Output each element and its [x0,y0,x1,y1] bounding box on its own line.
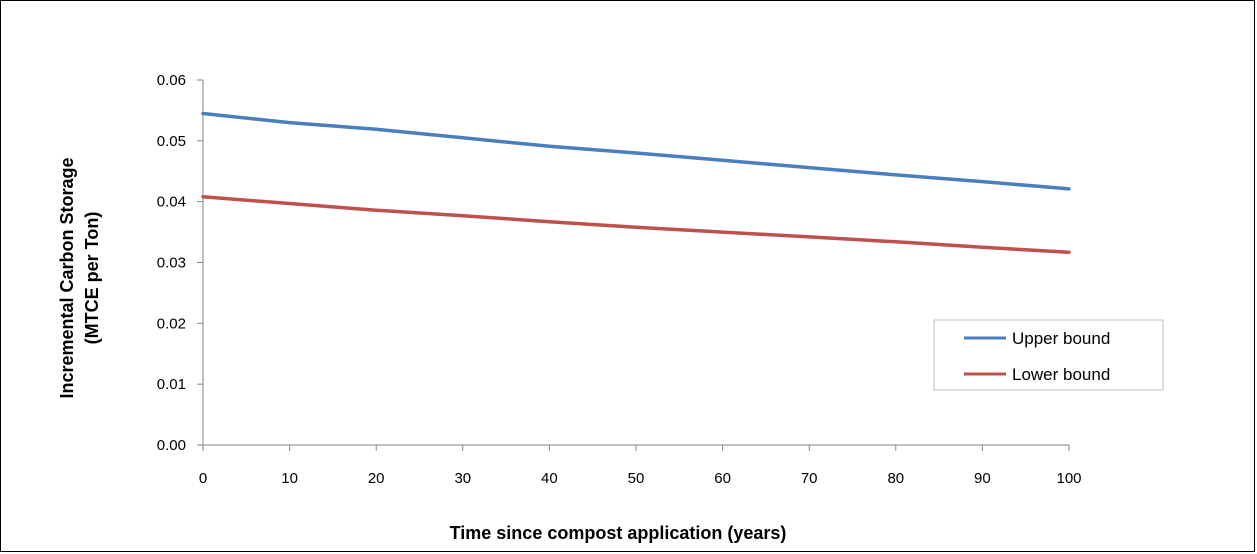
y-tick-label: 0.00 [157,437,186,454]
x-tick-label: 0 [199,470,207,487]
y-axis-title-line2: (MTCE per Ton) [82,212,102,345]
y-tick-label: 0.03 [157,255,186,272]
y-axis: 0.00 0.01 0.02 0.03 0.04 0.05 0.06 [157,72,204,454]
y-tick-label: 0.01 [157,376,186,393]
x-tick-label: 90 [974,470,991,487]
y-tick-label: 0.02 [157,315,186,332]
y-tick-label: 0.06 [157,72,186,89]
x-axis: 0 10 20 30 40 50 60 70 80 90 100 [199,444,1082,487]
y-tick-label: 0.04 [157,194,186,211]
x-tick-label: 80 [887,470,904,487]
legend-label-upper-bound: Upper bound [1012,329,1110,348]
x-tick-label: 70 [801,470,818,487]
x-tick-label: 50 [628,470,645,487]
x-tick-label: 100 [1056,470,1081,487]
x-tick-label: 10 [281,470,298,487]
series-layer [201,111,1071,254]
x-axis-title: Time since compost application (years) [450,523,787,543]
x-tick-label: 30 [454,470,471,487]
series-line-upper-bound [201,111,1071,191]
legend-label-lower-bound: Lower bound [1012,365,1110,384]
x-tick-label: 60 [714,470,731,487]
legend: Upper bound Lower bound [933,319,1164,391]
x-tick-label: 40 [541,470,558,487]
y-tick-label: 0.05 [157,133,186,150]
legend-box [933,319,1164,391]
y-axis-title-line1: Incremental Carbon Storage [57,157,77,398]
x-tick-label: 20 [368,470,385,487]
series-line-lower-bound [201,195,1071,254]
